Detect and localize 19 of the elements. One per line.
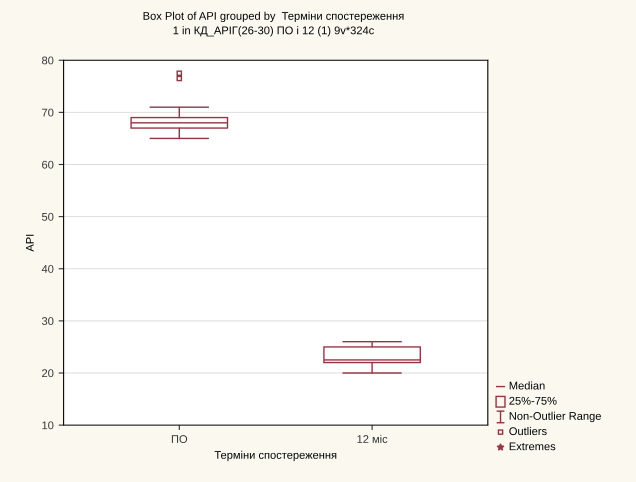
text: Outliers (509, 426, 547, 436)
text: Extremes (510, 442, 556, 450)
y-tick-label: 60 (42, 160, 54, 169)
text: 25%-75% (509, 396, 557, 405)
chart-title: Box Plot of API grouped by Терміни спостереження (144, 12, 404, 22)
y-tick-label: 70 (42, 108, 54, 117)
x-tick-label: ПО (172, 435, 188, 444)
x-axis-title: Терміни спостереження (214, 450, 336, 462)
y-tick-label: 80 (42, 56, 54, 64)
y-tick-label: 50 (42, 212, 54, 221)
text: Non-Outlier Range (510, 412, 601, 422)
y-tick-label: 40 (42, 265, 54, 273)
y-tick-label: 30 (42, 317, 54, 326)
y-axis-title: API (26, 234, 34, 252)
y-tick-label: 20 (42, 369, 54, 378)
chart-subtitle: 1 in КД_АРІГ(26-30) ПО і 12 (1) 9v*324c (174, 26, 374, 37)
x-tick-label: 12 міс (357, 434, 388, 444)
text: Median (510, 381, 545, 390)
y-tick-label: 10 (42, 421, 54, 430)
